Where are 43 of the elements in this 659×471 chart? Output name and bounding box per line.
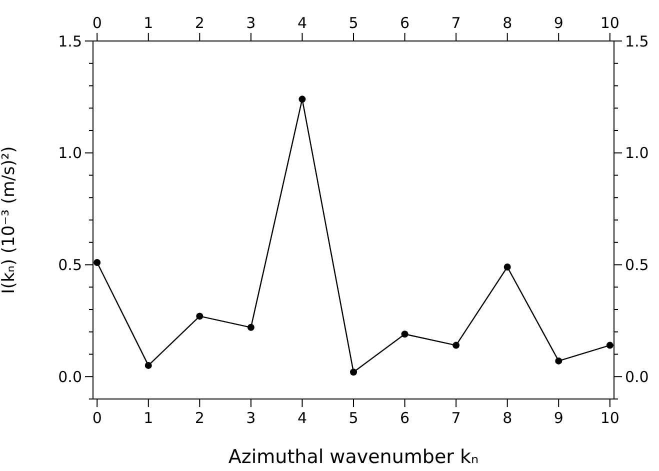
x-tick-label: 8 bbox=[502, 14, 512, 32]
x2-tick-label: 6 bbox=[400, 409, 410, 427]
point bbox=[452, 342, 460, 349]
x2-tick-label: 9 bbox=[554, 409, 564, 427]
x-tick-label: 3 bbox=[246, 14, 256, 32]
x2-tick-label: 5 bbox=[348, 409, 358, 427]
point bbox=[350, 368, 357, 376]
y2-tick-label: 0.5 bbox=[625, 256, 649, 274]
x2-tick-label: 7 bbox=[451, 409, 461, 427]
y-axis-title: I(kₙ) (10⁻³ (m/s)²) bbox=[0, 146, 20, 294]
x-tick-label: 9 bbox=[554, 14, 564, 32]
y-tick-label: 0.5 bbox=[58, 256, 82, 274]
point bbox=[504, 263, 511, 270]
point bbox=[555, 357, 562, 364]
point bbox=[606, 342, 614, 349]
y-tick-label: 1.5 bbox=[58, 32, 82, 50]
y2-tick-label: 1.5 bbox=[625, 32, 649, 50]
point bbox=[144, 362, 152, 369]
x2-tick-label: 3 bbox=[246, 409, 256, 427]
y2-tick-label: 1.0 bbox=[625, 144, 649, 162]
x-tick-label: 6 bbox=[400, 14, 410, 32]
x2-tick-label: 10 bbox=[600, 409, 620, 427]
x-tick-label: 5 bbox=[348, 14, 358, 32]
x-tick-label: 7 bbox=[451, 14, 461, 32]
x2-tick-label: 8 bbox=[502, 409, 512, 427]
point bbox=[298, 96, 306, 103]
y2-tick-label: 0.0 bbox=[625, 368, 649, 386]
x-tick-label: 0 bbox=[92, 14, 102, 32]
point bbox=[401, 330, 408, 338]
x-tick-label: 10 bbox=[600, 14, 620, 32]
text: 0.0 bbox=[58, 368, 82, 386]
x2-tick-label: 2 bbox=[194, 409, 204, 427]
point bbox=[247, 324, 254, 331]
point bbox=[94, 259, 101, 266]
x2-tick-label: 4 bbox=[297, 409, 307, 427]
x2-tick-label: 1 bbox=[144, 409, 154, 427]
x-tick-label: 4 bbox=[297, 14, 307, 32]
y-tick-label: 1.0 bbox=[58, 144, 82, 162]
point bbox=[196, 312, 204, 320]
x-tick-label: 1 bbox=[144, 14, 154, 32]
x-axis-title: Azimuthal wavenumber kₙ bbox=[228, 446, 479, 468]
x-tick-label: 2 bbox=[194, 14, 204, 32]
x2-tick-label: 0 bbox=[92, 409, 102, 427]
